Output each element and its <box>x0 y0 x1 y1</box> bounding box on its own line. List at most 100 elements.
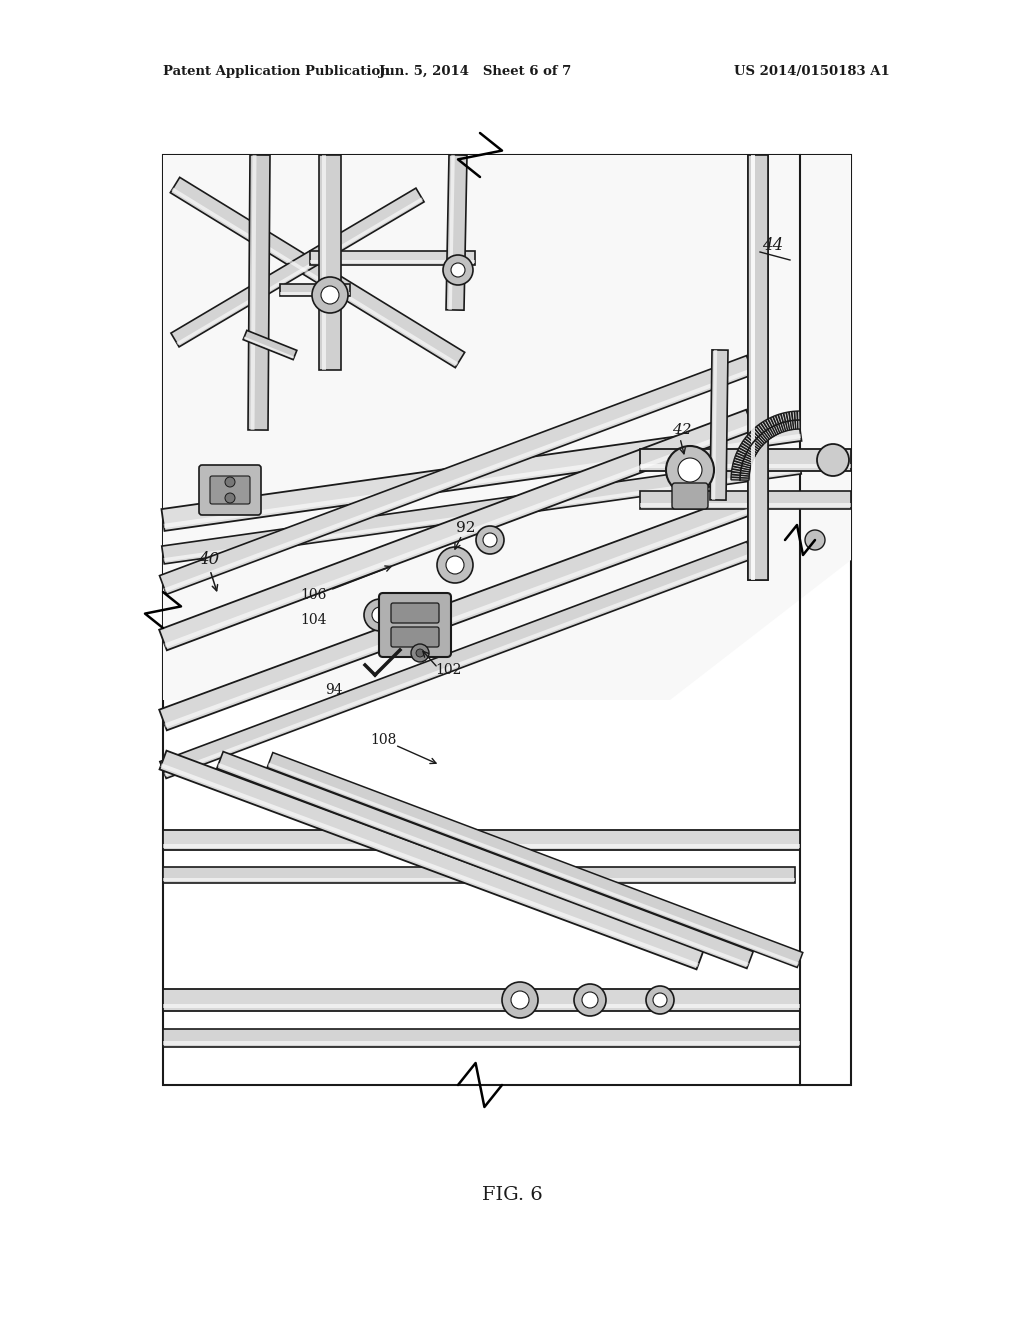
Polygon shape <box>164 469 801 562</box>
Circle shape <box>437 546 473 583</box>
Circle shape <box>483 533 497 546</box>
FancyBboxPatch shape <box>210 477 250 504</box>
Polygon shape <box>176 198 423 345</box>
Polygon shape <box>310 251 475 265</box>
Polygon shape <box>163 1030 800 1047</box>
Text: Patent Application Publication: Patent Application Publication <box>163 66 390 78</box>
Polygon shape <box>739 446 756 457</box>
Polygon shape <box>751 430 765 445</box>
Polygon shape <box>162 457 801 564</box>
Polygon shape <box>731 471 750 477</box>
Circle shape <box>225 492 234 503</box>
Polygon shape <box>759 424 771 440</box>
Polygon shape <box>712 350 717 500</box>
Text: FIG. 6: FIG. 6 <box>481 1185 543 1204</box>
Polygon shape <box>755 426 768 442</box>
FancyBboxPatch shape <box>199 465 261 515</box>
Circle shape <box>805 531 825 550</box>
FancyBboxPatch shape <box>672 483 708 510</box>
FancyBboxPatch shape <box>391 603 439 623</box>
Polygon shape <box>322 154 327 370</box>
Bar <box>163 154 851 1085</box>
Polygon shape <box>732 466 750 473</box>
Polygon shape <box>731 469 750 474</box>
Text: 94: 94 <box>325 682 343 697</box>
Polygon shape <box>731 475 750 478</box>
Polygon shape <box>163 867 795 883</box>
Text: Jun. 5, 2014   Sheet 6 of 7: Jun. 5, 2014 Sheet 6 of 7 <box>379 66 571 78</box>
Polygon shape <box>740 444 757 454</box>
Circle shape <box>364 599 396 631</box>
Polygon shape <box>251 154 256 430</box>
Polygon shape <box>795 411 798 429</box>
Circle shape <box>446 556 464 574</box>
Polygon shape <box>163 989 800 1011</box>
Polygon shape <box>748 154 768 579</box>
Polygon shape <box>160 355 754 594</box>
Polygon shape <box>768 417 778 434</box>
Polygon shape <box>319 154 341 370</box>
Circle shape <box>411 644 429 663</box>
Polygon shape <box>783 412 790 430</box>
Polygon shape <box>217 751 754 969</box>
Polygon shape <box>243 330 297 359</box>
Polygon shape <box>640 491 851 510</box>
Polygon shape <box>766 418 776 436</box>
Polygon shape <box>310 260 475 263</box>
Circle shape <box>225 477 234 487</box>
FancyBboxPatch shape <box>391 627 439 647</box>
Circle shape <box>502 982 538 1018</box>
Circle shape <box>653 993 667 1007</box>
Text: 44: 44 <box>762 236 783 253</box>
Polygon shape <box>735 453 753 462</box>
Circle shape <box>312 277 348 313</box>
Polygon shape <box>736 450 754 461</box>
Polygon shape <box>446 154 467 310</box>
Text: US 2014/0150183 A1: US 2014/0150183 A1 <box>734 66 890 78</box>
Circle shape <box>678 458 702 482</box>
Polygon shape <box>792 412 796 429</box>
Polygon shape <box>163 830 800 850</box>
Circle shape <box>511 991 529 1008</box>
Polygon shape <box>164 553 753 776</box>
Polygon shape <box>163 154 851 700</box>
Polygon shape <box>161 763 698 968</box>
Circle shape <box>574 983 606 1016</box>
Polygon shape <box>757 425 769 441</box>
Polygon shape <box>776 414 784 433</box>
Polygon shape <box>749 433 763 446</box>
Polygon shape <box>798 411 800 429</box>
Polygon shape <box>268 763 799 966</box>
Polygon shape <box>734 458 752 466</box>
Text: 108: 108 <box>370 733 396 747</box>
Polygon shape <box>244 337 294 359</box>
Polygon shape <box>163 843 800 847</box>
Polygon shape <box>744 437 761 450</box>
Polygon shape <box>748 154 768 579</box>
Polygon shape <box>280 292 350 294</box>
Polygon shape <box>773 416 782 433</box>
Polygon shape <box>731 478 749 480</box>
Polygon shape <box>170 177 465 368</box>
Polygon shape <box>771 417 780 434</box>
Text: 92: 92 <box>456 521 475 535</box>
Polygon shape <box>751 154 755 579</box>
Polygon shape <box>763 420 775 437</box>
Polygon shape <box>737 447 755 458</box>
Circle shape <box>476 525 504 554</box>
Polygon shape <box>710 350 728 500</box>
Polygon shape <box>741 441 758 453</box>
Polygon shape <box>746 434 762 447</box>
Text: 106: 106 <box>300 587 327 602</box>
Polygon shape <box>164 434 801 528</box>
Polygon shape <box>248 154 270 430</box>
Polygon shape <box>164 504 763 727</box>
Polygon shape <box>761 422 773 438</box>
Circle shape <box>666 446 714 494</box>
Circle shape <box>443 255 473 285</box>
Circle shape <box>321 286 339 304</box>
Polygon shape <box>159 409 754 651</box>
Polygon shape <box>164 424 753 648</box>
Polygon shape <box>267 752 803 968</box>
Circle shape <box>416 649 424 657</box>
